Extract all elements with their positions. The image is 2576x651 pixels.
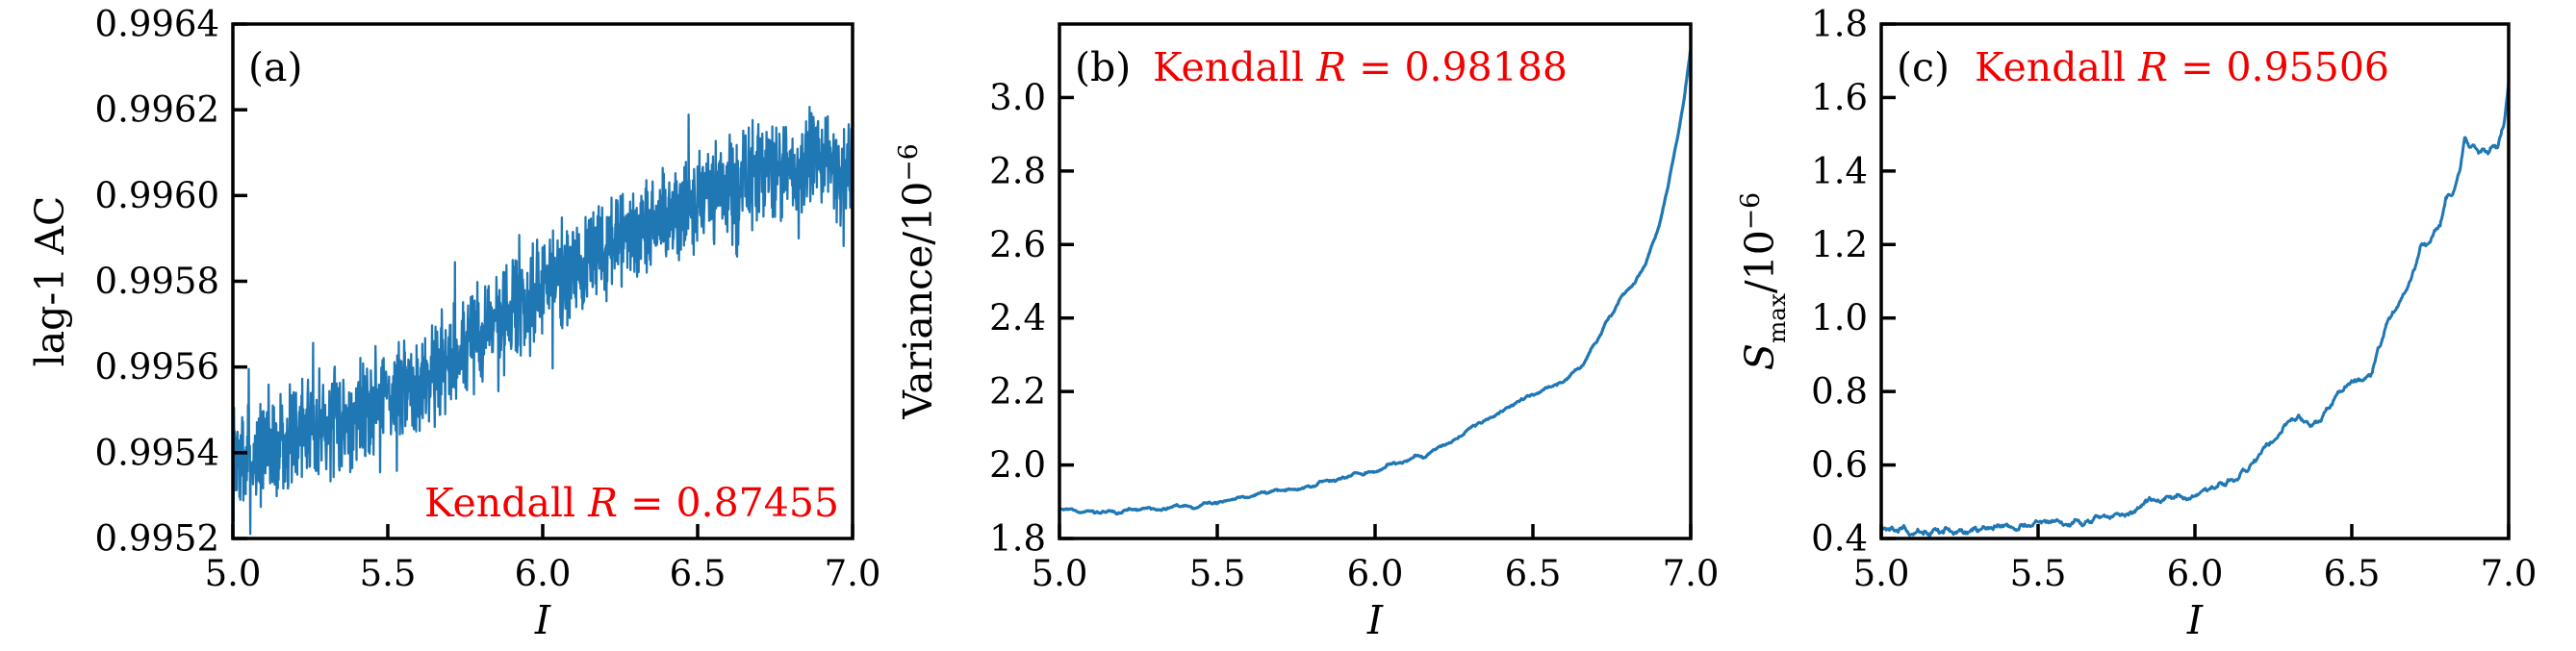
- kendall-annotation: Kendall R = 0.87455: [424, 480, 839, 526]
- y-tick-label: 1.8: [1811, 4, 1868, 45]
- y-tick-label: 0.8: [1811, 371, 1868, 413]
- y-tick-label: 1.8: [989, 518, 1046, 560]
- x-tick-label: 6.0: [1347, 553, 1404, 594]
- x-tick-label: 6.5: [670, 553, 727, 594]
- x-tick-label: 5.0: [1853, 553, 1910, 594]
- y-axis-label: lag-1 AC: [27, 196, 73, 367]
- panel-tag: (a): [248, 44, 302, 90]
- plot-border: [1879, 22, 2511, 540]
- x-tick-label: 5.5: [2010, 553, 2067, 594]
- y-tick-label: 2.4: [989, 297, 1046, 338]
- kendall-annotation: Kendall R = 0.98188: [1153, 44, 1568, 90]
- x-tick-label: 7.0: [2481, 553, 2538, 594]
- plot-border: [1058, 22, 1693, 540]
- y-tick-label: 3.0: [989, 77, 1046, 118]
- y-axis-label-segment: Variance/10: [895, 182, 941, 420]
- x-axis-label: I: [2186, 597, 2204, 643]
- y-axis-label-segment: S: [1737, 343, 1783, 370]
- panel-tag: (b): [1075, 44, 1131, 90]
- panel-b: 5.0 5.5 6.0 6.5 7.0 1.8 2.0 2.2 2.4 2.6 2.8 3.0 I Var…: [894, 22, 1720, 643]
- y-tick-label: 0.9954: [95, 432, 219, 473]
- y-tick-label: 2.8: [989, 150, 1046, 191]
- kendall-annotation-segment: = 0.98188: [1346, 44, 1568, 90]
- x-axis-label: I: [534, 597, 551, 643]
- x-axis-label-segment: I: [2186, 597, 2204, 643]
- y-tick-label: 2.6: [989, 224, 1046, 265]
- y-tick-label: 1.0: [1811, 297, 1868, 338]
- y-tick-label: 0.9952: [95, 518, 219, 560]
- series-line-b: [1059, 46, 1691, 516]
- y-axis-label-segment: max: [1763, 293, 1791, 343]
- panel-c: 5.0 5.5 6.0 6.5 7.0 0.4 0.6 0.8 1.0 1.2 1.4 1.6 1.8 I…: [1736, 4, 2537, 644]
- kendall-annotation-segment: R: [1315, 44, 1346, 90]
- series-line-c: [1881, 80, 2509, 538]
- x-tick-label: 5.5: [360, 553, 417, 594]
- x-axis-label-segment: I: [1366, 597, 1384, 643]
- y-tick-label: 2.0: [989, 444, 1046, 486]
- x-tick-label: 6.0: [515, 553, 572, 594]
- y-tick-label: 1.6: [1811, 77, 1868, 118]
- y-tick-label: 2.2: [989, 371, 1046, 413]
- x-tick-label: 7.0: [825, 553, 881, 594]
- x-axis-label: I: [1366, 597, 1384, 643]
- y-tick-label: 0.9960: [95, 175, 219, 216]
- x-tick-label: 6.5: [2324, 553, 2381, 594]
- y-tick-label: 0.9962: [95, 89, 219, 131]
- kendall-annotation: Kendall R = 0.95506: [1975, 44, 2389, 90]
- y-tick-label: 0.4: [1811, 518, 1868, 560]
- x-tick-label: 7.0: [1663, 553, 1720, 594]
- y-axis-label-segment: lag-1 AC: [27, 196, 73, 367]
- kendall-annotation-segment: = 0.87455: [618, 480, 839, 526]
- kendall-annotation-segment: Kendall: [1153, 44, 1316, 90]
- kendall-annotation-segment: Kendall: [1975, 44, 2138, 90]
- y-tick-label: 0.9958: [95, 261, 219, 302]
- x-axis-label-segment: I: [534, 597, 551, 643]
- x-tick-label: 5.0: [1032, 553, 1088, 594]
- kendall-annotation-segment: R: [2137, 44, 2168, 90]
- y-axis-label: Smax/10−6: [1736, 192, 1791, 370]
- y-tick-label: 0.9956: [95, 346, 219, 388]
- y-axis-label-segment: /10: [1737, 230, 1783, 293]
- x-tick-label: 5.5: [1189, 553, 1246, 594]
- x-tick-label: 6.0: [2167, 553, 2224, 594]
- y-tick-label: 0.6: [1811, 444, 1868, 486]
- kendall-annotation-segment: Kendall: [424, 480, 588, 526]
- y-tick-label: 1.2: [1811, 224, 1868, 265]
- x-tick-label: 5.0: [205, 553, 262, 594]
- y-axis-label-segment: −6: [1736, 192, 1766, 230]
- y-axis-label-segment: −6: [894, 143, 924, 181]
- x-tick-label: 6.5: [1505, 553, 1562, 594]
- kendall-annotation-segment: R: [587, 480, 618, 526]
- kendall-annotation-segment: = 0.95506: [2168, 44, 2389, 90]
- panel-tag: (c): [1897, 44, 1950, 90]
- y-tick-label: 0.9964: [95, 4, 219, 45]
- panel-a: 5.0 5.5 6.0 6.5 7.0 0.9952 0.9954 0.9956 0.9958 0…: [27, 4, 880, 644]
- y-axis-label: Variance/10−6: [894, 143, 941, 419]
- y-tick-label: 1.4: [1811, 150, 1868, 191]
- series-line-a: [233, 105, 853, 536]
